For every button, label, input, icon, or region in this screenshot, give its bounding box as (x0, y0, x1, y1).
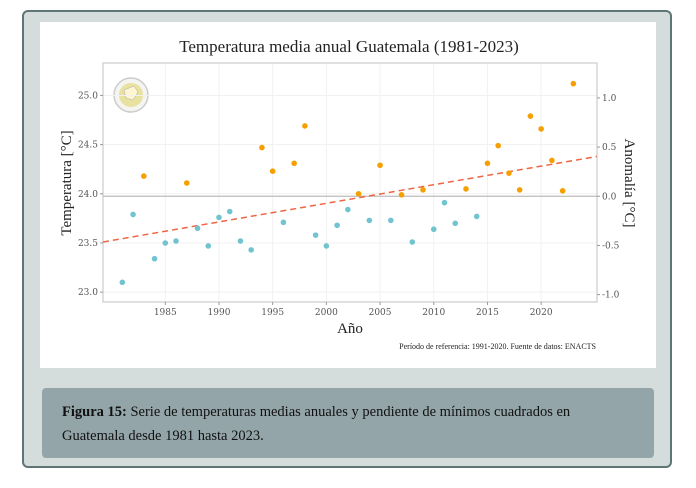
y-right-tick-label: -1.0 (602, 291, 620, 301)
data-point-2014 (473, 213, 480, 220)
data-point-2003 (355, 191, 362, 197)
data-point-2008 (409, 239, 416, 245)
data-point-1982 (130, 211, 136, 218)
data-point-1995 (269, 168, 276, 174)
data-point-2022 (559, 188, 566, 194)
trend-line (102, 155, 598, 243)
data-point-2019 (527, 113, 534, 119)
data-point-2012 (452, 220, 459, 227)
figure-caption: Figura 15: Serie de temperaturas medias … (42, 388, 654, 458)
data-point-2013 (463, 186, 469, 192)
data-point-2020 (538, 126, 544, 132)
data-point-2007 (398, 191, 405, 198)
x-tick-label: 1985 (154, 308, 177, 318)
y-tick-label: 25.0 (78, 91, 98, 101)
data-point-1999 (312, 232, 319, 238)
y-right-axis-label: Anomalía [°C] (621, 139, 637, 228)
data-point-1993 (248, 247, 254, 253)
data-point-2000 (323, 243, 330, 249)
data-point-2021 (549, 157, 555, 164)
data-point-1991 (226, 208, 233, 215)
x-tick-label: 2000 (315, 308, 338, 318)
data-point-1984 (151, 255, 158, 262)
data-point-1997 (291, 160, 297, 167)
data-point-1989 (205, 243, 212, 249)
x-tick-label: 1995 (261, 308, 284, 318)
data-point-1996 (280, 219, 287, 226)
caption-text: Serie de temperaturas medias anuales y p… (62, 404, 571, 444)
data-point-1988 (194, 225, 201, 232)
data-point-1994 (259, 144, 265, 151)
data-point-2004 (366, 217, 373, 224)
data-point-2006 (388, 217, 394, 224)
plot-border (102, 62, 598, 303)
chart-title: Temperatura media anual Guatemala (1981-… (179, 37, 519, 56)
figure-panel (40, 22, 656, 368)
data-point-2001 (334, 222, 340, 229)
caption-label: Figura 15: (62, 404, 127, 420)
y-tick-label: 23.0 (78, 288, 98, 298)
y-axis-label: Temperatura [°C] (59, 130, 75, 235)
data-point-1985 (162, 240, 169, 246)
y-right-tick-label: 1.0 (602, 94, 617, 104)
data-point-2017 (506, 170, 512, 176)
data-point-2009 (420, 187, 426, 193)
footnote: Período de referencia: 1991-2020. Fuente… (399, 342, 596, 351)
x-tick-label: 2010 (422, 308, 445, 318)
data-point-2015 (484, 160, 491, 167)
data-point-2002 (345, 206, 351, 213)
x-tick-label: 2020 (530, 308, 553, 318)
data-point-2018 (516, 187, 523, 193)
x-tick-label: 1990 (208, 308, 231, 318)
x-tick-label: 2015 (476, 308, 499, 318)
y-right-tick-label: -0.5 (602, 241, 620, 251)
data-point-1990 (216, 214, 222, 221)
data-point-1987 (183, 180, 190, 186)
data-point-2011 (441, 199, 448, 206)
data-point-1992 (237, 238, 244, 244)
data-point-1981 (119, 279, 126, 286)
x-tick-label: 2005 (369, 308, 392, 318)
y-right-tick-label: 0.5 (602, 143, 617, 153)
y-tick-label: 23.5 (78, 239, 98, 249)
data-point-1998 (302, 123, 308, 129)
data-point-2005 (377, 162, 383, 169)
data-point-2010 (430, 226, 437, 233)
y-tick-label: 24.0 (78, 190, 98, 200)
data-point-2016 (495, 142, 502, 149)
data-point-1986 (173, 238, 179, 244)
x-axis-label: Año (337, 321, 363, 337)
y-right-tick-label: 0.0 (602, 192, 617, 202)
data-point-1983 (141, 173, 147, 179)
data-point-2023 (570, 80, 577, 87)
y-tick-label: 24.5 (78, 141, 98, 151)
